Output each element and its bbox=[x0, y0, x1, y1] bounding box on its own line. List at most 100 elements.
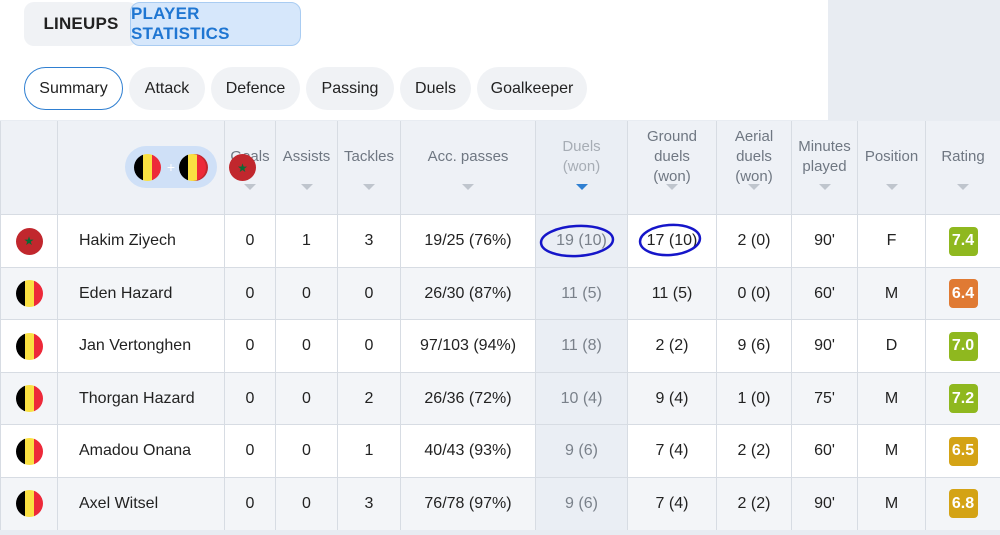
cell-duels: 9 (6) bbox=[535, 425, 627, 477]
header-flag-col bbox=[0, 121, 57, 214]
cell-minutes: 60' bbox=[791, 425, 857, 477]
table-row[interactable]: ★ Hakim Ziyech 0 1 3 19/25 (76%) 19 (10) 17 (10… bbox=[0, 214, 1000, 267]
cell-minutes: 90' bbox=[791, 215, 857, 267]
player-flag bbox=[0, 477, 57, 530]
cell-goals: 0 bbox=[224, 267, 275, 320]
table-row[interactable]: Axel Witsel 0 0 3 76/78 (97%) 9 (6) 7 (4) 2 (2)… bbox=[0, 476, 1000, 530]
subtab-passing[interactable]: Passing bbox=[306, 67, 394, 110]
header-ground-duels[interactable]: Ground duels (won) bbox=[627, 121, 716, 214]
rating-cell: 6.8 bbox=[925, 477, 1000, 530]
belgium-flag-icon bbox=[15, 280, 43, 307]
cell-goals: 0 bbox=[224, 477, 275, 530]
header-rating[interactable]: Rating bbox=[925, 121, 1000, 214]
cell-goals: 0 bbox=[224, 425, 275, 477]
cell-goals: 0 bbox=[224, 320, 275, 372]
cell-ground-duels: 7 (4) bbox=[627, 425, 716, 477]
cell-assists: 0 bbox=[275, 267, 337, 320]
cell-tackles: 0 bbox=[337, 320, 400, 372]
cell-minutes: 90' bbox=[791, 477, 857, 530]
cell-position: F bbox=[857, 215, 925, 267]
header-assists[interactable]: Assists bbox=[275, 121, 337, 214]
cell-duels: 11 (5) bbox=[535, 267, 627, 320]
player-flag bbox=[0, 320, 57, 372]
table-row[interactable]: Eden Hazard 0 0 0 26/30 (87%) 11 (5) 11 (5) 0 (… bbox=[0, 266, 1000, 320]
subtab-attack[interactable]: Attack bbox=[129, 67, 205, 110]
team-filter-morocco[interactable]: ★ bbox=[229, 154, 256, 181]
rating-badge: 7.2 bbox=[948, 384, 978, 413]
cell-position: M bbox=[857, 477, 925, 530]
cell-goals: 0 bbox=[224, 215, 275, 267]
table-header: + ★ Goals ★ Assists Tackles Acc. passes … bbox=[0, 121, 1000, 214]
table-row[interactable]: Thorgan Hazard 0 0 2 26/36 (72%) 10 (4) 9 (4) 1… bbox=[0, 371, 1000, 425]
cell-duels: 11 (8) bbox=[535, 320, 627, 372]
team-filter-belgium[interactable] bbox=[179, 154, 206, 181]
cell-tackles: 0 bbox=[337, 267, 400, 320]
belgium-flag-icon bbox=[15, 437, 43, 465]
team-filter: + ★ bbox=[57, 121, 224, 214]
cell-tackles: 3 bbox=[337, 477, 400, 530]
cell-ground-duels: 11 (5) bbox=[627, 267, 716, 320]
cell-minutes: 75' bbox=[791, 372, 857, 425]
cell-name[interactable]: Thorgan Hazard bbox=[57, 372, 224, 425]
cell-assists: 0 bbox=[275, 320, 337, 372]
belgium-flag-icon bbox=[15, 385, 43, 412]
rating-cell: 7.4 bbox=[925, 215, 1000, 267]
cell-ground-duels: 9 (4) bbox=[627, 372, 716, 425]
belgium-flag-icon bbox=[15, 490, 43, 517]
subtab-goalkeeper[interactable]: Goalkeeper bbox=[477, 67, 587, 110]
tab-player-statistics[interactable]: PLAYER STATISTICS bbox=[130, 2, 301, 46]
cell-duels: 9 (6) bbox=[535, 477, 627, 530]
header-duels[interactable]: Duels (won) bbox=[535, 121, 627, 214]
rating-cell: 6.4 bbox=[925, 267, 1000, 320]
player-flag bbox=[0, 425, 57, 477]
table-row[interactable]: Amadou Onana 0 0 1 40/43 (93%) 9 (6) 7 (4) 2 (2… bbox=[0, 424, 1000, 477]
player-flag bbox=[0, 267, 57, 320]
header-position[interactable]: Position bbox=[857, 121, 925, 214]
belgium-flag-icon bbox=[133, 153, 161, 181]
plus-icon: + bbox=[166, 159, 176, 175]
cell-name[interactable]: Hakim Ziyech bbox=[57, 215, 224, 267]
cell-tackles: 2 bbox=[337, 372, 400, 425]
rating-badge: 6.8 bbox=[948, 489, 978, 518]
cell-acc-passes: 19/25 (76%) bbox=[400, 215, 535, 267]
rating-badge: 7.0 bbox=[948, 331, 978, 361]
cell-name[interactable]: Jan Vertonghen bbox=[57, 320, 224, 372]
cell-assists: 0 bbox=[275, 477, 337, 530]
cell-aerial-duels: 2 (2) bbox=[716, 477, 791, 530]
cell-position: M bbox=[857, 372, 925, 425]
table-row[interactable]: Jan Vertonghen 0 0 0 97/103 (94%) 11 (8) 2 (2)… bbox=[0, 319, 1000, 372]
tab-lineups[interactable]: LINEUPS bbox=[24, 2, 138, 46]
header-tackles[interactable]: Tackles bbox=[337, 121, 400, 214]
cell-assists: 0 bbox=[275, 425, 337, 477]
cell-name[interactable]: Eden Hazard bbox=[57, 267, 224, 320]
cell-minutes: 60' bbox=[791, 267, 857, 320]
rating-cell: 7.2 bbox=[925, 372, 1000, 425]
cell-aerial-duels: 1 (0) bbox=[716, 372, 791, 425]
subtab-summary[interactable]: Summary bbox=[24, 67, 123, 110]
cell-duels: 10 (4) bbox=[535, 372, 627, 425]
stats-panel-header: LINEUPS PLAYER STATISTICS Summary Attack… bbox=[0, 0, 828, 120]
subtab-defence[interactable]: Defence bbox=[211, 67, 300, 110]
header-acc-passes[interactable]: Acc. passes bbox=[400, 121, 535, 214]
cell-goals: 0 bbox=[224, 372, 275, 425]
cell-tackles: 1 bbox=[337, 425, 400, 477]
cell-aerial-duels: 0 (0) bbox=[716, 267, 791, 320]
cell-name[interactable]: Axel Witsel bbox=[57, 477, 224, 530]
cell-name[interactable]: Amadou Onana bbox=[57, 425, 224, 477]
cell-acc-passes: 26/30 (87%) bbox=[400, 267, 535, 320]
cell-position: M bbox=[857, 267, 925, 320]
rating-badge: 6.4 bbox=[948, 279, 978, 308]
rating-badge: 7.4 bbox=[948, 226, 978, 256]
cell-ground-duels: 2 (2) bbox=[627, 320, 716, 372]
cell-minutes: 90' bbox=[791, 320, 857, 372]
rating-cell: 7.0 bbox=[925, 320, 1000, 372]
cell-position: D bbox=[857, 320, 925, 372]
morocco-flag-icon: ★ bbox=[15, 227, 43, 255]
rating-cell: 6.5 bbox=[925, 425, 1000, 477]
cell-position: M bbox=[857, 425, 925, 477]
cell-aerial-duels: 2 (0) bbox=[716, 215, 791, 267]
cell-acc-passes: 40/43 (93%) bbox=[400, 425, 535, 477]
header-aerial-duels[interactable]: Aerial duels (won) bbox=[716, 121, 791, 214]
header-minutes[interactable]: Minutes played bbox=[791, 121, 857, 214]
subtab-duels[interactable]: Duels bbox=[400, 67, 471, 110]
